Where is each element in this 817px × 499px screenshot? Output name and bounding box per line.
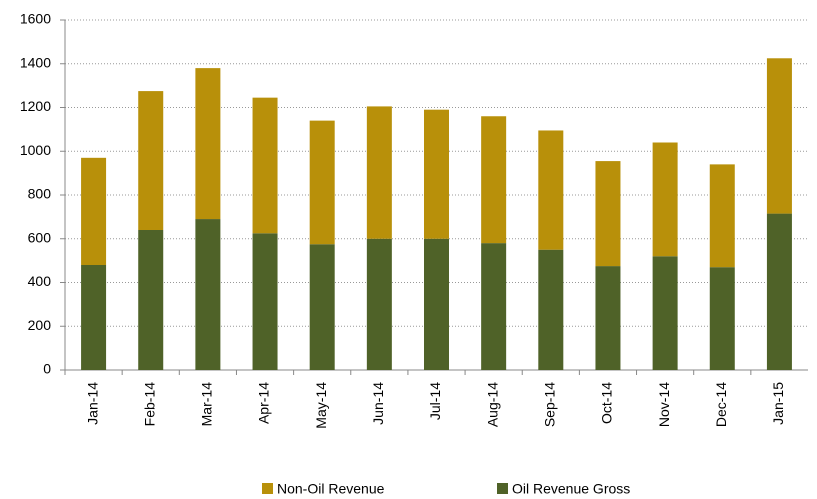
- x-tick-label: Apr-14: [256, 382, 272, 424]
- x-tick-label: Sep-14: [542, 382, 558, 427]
- bar: [538, 130, 564, 250]
- y-tick-label: 1000: [20, 142, 51, 158]
- bar: [309, 244, 335, 370]
- bar: [709, 164, 735, 268]
- legend-label: Oil Revenue Gross: [512, 481, 630, 497]
- bar: [709, 267, 735, 370]
- bar: [652, 142, 678, 257]
- x-tick-label: May-14: [313, 382, 329, 429]
- bar: [366, 238, 392, 370]
- x-tick-label: Jul-14: [427, 382, 443, 420]
- legend-swatch: [262, 483, 273, 494]
- x-tick-label: Oct-14: [599, 382, 615, 424]
- bar: [81, 265, 107, 370]
- x-tick-label: Nov-14: [656, 382, 672, 427]
- bar: [81, 157, 107, 265]
- bar: [309, 120, 335, 245]
- bar: [481, 243, 507, 370]
- bar: [138, 230, 164, 370]
- bar: [366, 106, 392, 239]
- y-tick-label: 1200: [20, 98, 51, 114]
- x-tick-label: Dec-14: [713, 382, 729, 427]
- bar: [138, 91, 164, 230]
- y-tick-label: 1600: [20, 11, 51, 27]
- y-tick-label: 600: [28, 229, 52, 245]
- bar: [252, 233, 278, 370]
- bar: [766, 213, 792, 370]
- x-tick-label: Jan-15: [770, 382, 786, 425]
- y-tick-label: 800: [28, 186, 52, 202]
- x-tick-label: Aug-14: [484, 382, 500, 427]
- x-tick-label: Feb-14: [141, 382, 157, 427]
- bar: [195, 68, 221, 220]
- legend-swatch: [497, 483, 508, 494]
- y-tick-label: 400: [28, 273, 52, 289]
- y-tick-label: 1400: [20, 54, 51, 70]
- bar: [595, 266, 621, 370]
- y-tick-label: 200: [28, 317, 52, 333]
- bar: [481, 116, 507, 244]
- x-tick-label: Jan-14: [84, 382, 100, 425]
- bar: [766, 58, 792, 214]
- bar: [252, 97, 278, 234]
- x-tick-label: Jun-14: [370, 382, 386, 425]
- bar: [424, 109, 449, 239]
- x-tick-label: Mar-14: [199, 382, 215, 427]
- legend-label: Non-Oil Revenue: [277, 481, 385, 497]
- bar: [424, 238, 449, 370]
- y-tick-label: 0: [43, 361, 51, 377]
- bar: [652, 256, 678, 370]
- bar: [195, 219, 221, 370]
- bar: [538, 249, 564, 370]
- bar: [595, 161, 621, 267]
